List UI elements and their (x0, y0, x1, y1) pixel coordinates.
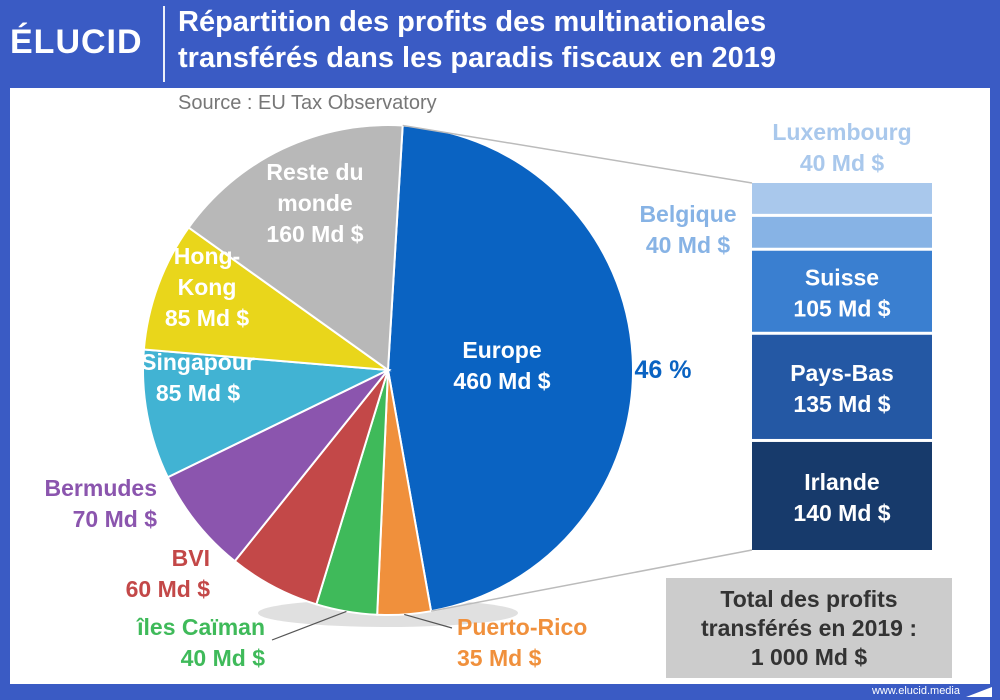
pie-slice-europe[interactable] (386, 124, 634, 613)
chart-panel: Source : EU Tax Observatory Europe 460 Md… (10, 88, 990, 684)
label-irlande: Irlande 140 Md $ (793, 469, 890, 526)
total-line-1: Total des profits (720, 585, 898, 612)
label-iles-caiman: îles Caïman 40 Md $ (136, 614, 265, 671)
label-hong-kong: Hong-Kong 85 Md $ (165, 243, 250, 331)
label-europe-percent: 46 % (635, 356, 692, 384)
label-pays-bas: Pays-Bas 135 Md $ (790, 360, 894, 417)
pie-slice-singapour[interactable] (142, 348, 392, 479)
total-box: Total des profits transférés en 2019 : 1… (666, 578, 952, 678)
label-suisse: Suisse 105 Md $ (793, 264, 890, 321)
label-luxembourg: Luxembourg 40 Md $ (772, 119, 911, 176)
footer-url[interactable]: www.elucid.media (871, 685, 960, 697)
total-line-2: transférés en 2019 : (700, 614, 918, 641)
label-reste-du-monde: Reste du monde 160 Md $ (266, 159, 363, 247)
connector-line-bottom (430, 549, 753, 612)
europe-segment-irlande[interactable] (752, 441, 932, 550)
pie-slice-bermudes[interactable] (166, 369, 389, 563)
label-europe: Europe 460 Md $ (453, 337, 550, 394)
label-singapour: Singapour 85 Md $ (141, 349, 255, 406)
elucid-logo[interactable]: ÉLUCID (10, 23, 143, 61)
europe-segment-luxembourg[interactable] (752, 183, 932, 214)
europe-segment-pays-bas[interactable] (752, 334, 932, 439)
leader-line-puerto-rico (404, 613, 453, 629)
header-bar: ÉLUCID Répartition des profits des multi… (0, 0, 1000, 88)
total-value: 1 000 Md $ (750, 643, 868, 670)
total-text: Total des profits transférés en 2019 : 1… (684, 585, 934, 672)
europe-segment-belgique[interactable] (752, 216, 932, 248)
title-line-2: transférés dans les paradis fiscaux en 2… (178, 42, 777, 74)
chart-title: Répartition des profits des multinationa… (178, 4, 978, 76)
leader-line-iles-caiman (271, 610, 347, 641)
pie-slice-reste-du-monde[interactable] (187, 124, 404, 372)
connector-line-top (402, 124, 753, 184)
label-belgique: Belgique 40 Md $ (639, 201, 736, 258)
title-line-1: Répartition des profits des multinationa… (178, 6, 767, 38)
label-puerto-rico: Puerto-Rico 35 Md $ (457, 614, 587, 671)
header-divider (163, 6, 165, 82)
elucid-mark-icon (966, 687, 992, 697)
label-bermudes: Bermudes 70 Md $ (45, 475, 158, 532)
label-bvi: BVI 60 Md $ (126, 545, 211, 602)
source-note: Source : EU Tax Observatory (178, 92, 437, 114)
pie-slice-hong-kong[interactable] (142, 226, 392, 372)
europe-segment-suisse[interactable] (752, 250, 932, 332)
pie-chart: Europe 460 Md $ Reste du monde 160 Md $Hong-… (45, 119, 932, 671)
